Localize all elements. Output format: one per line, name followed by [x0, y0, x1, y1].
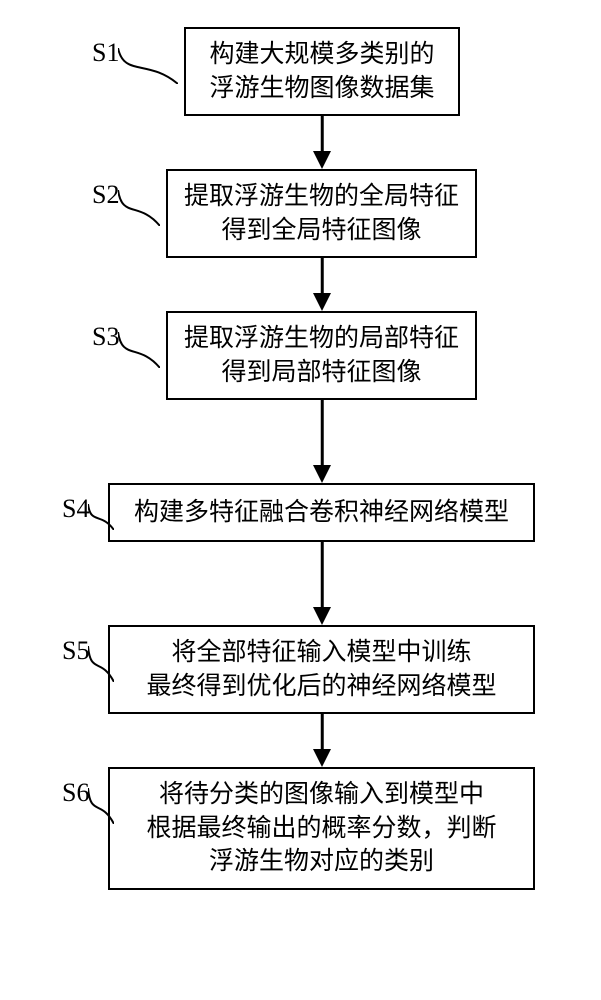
step-label-s1: S1	[92, 38, 119, 68]
flow-node-text: 构建大规模多类别的 浮游生物图像数据集	[209, 38, 434, 106]
step-label-s3: S3	[92, 322, 119, 352]
flow-arrow	[321, 714, 323, 767]
flow-node-s2: 提取浮游生物的全局特征 得到全局特征图像	[166, 169, 477, 258]
flow-arrow	[321, 542, 323, 625]
flow-arrow	[321, 258, 323, 311]
flow-node-s3: 提取浮游生物的局部特征 得到局部特征图像	[166, 311, 477, 400]
flowchart-canvas: 构建大规模多类别的 浮游生物图像数据集 S1 提取浮游生物的全局特征 得到全局特征图…	[0, 0, 601, 1000]
arrow-line	[321, 714, 324, 751]
step-label-s2: S2	[92, 180, 119, 210]
flow-arrow	[321, 400, 323, 483]
label-connector-curve	[118, 48, 178, 84]
arrow-line	[321, 258, 324, 295]
arrow-head-icon	[313, 607, 331, 625]
label-connector-curve	[88, 504, 114, 530]
flow-node-s4: 构建多特征融合卷积神经网络模型	[108, 483, 535, 542]
label-connector-curve	[118, 332, 160, 368]
flow-node-text: 构建多特征融合卷积神经网络模型	[134, 496, 509, 530]
arrow-head-icon	[313, 293, 331, 311]
arrow-line	[321, 542, 324, 609]
label-connector-curve	[88, 646, 114, 682]
flow-arrow	[321, 116, 323, 169]
flow-node-s5: 将全部特征输入模型中训练 最终得到优化后的神经网络模型	[108, 625, 535, 714]
flow-node-s1: 构建大规模多类别的 浮游生物图像数据集	[184, 27, 460, 116]
step-label-s6: S6	[62, 778, 89, 808]
step-label-s4: S4	[62, 494, 89, 524]
flow-node-text: 提取浮游生物的局部特征 得到局部特征图像	[184, 322, 459, 390]
label-connector-curve	[88, 788, 114, 824]
arrow-head-icon	[313, 465, 331, 483]
arrow-line	[321, 116, 324, 153]
arrow-head-icon	[313, 749, 331, 767]
step-label-s5: S5	[62, 636, 89, 666]
flow-node-text: 将全部特征输入模型中训练 最终得到优化后的神经网络模型	[146, 636, 496, 704]
flow-node-s6: 将待分类的图像输入到模型中 根据最终输出的概率分数，判断 浮游生物对应的类别	[108, 767, 535, 890]
arrow-line	[321, 400, 324, 467]
arrow-head-icon	[313, 151, 331, 169]
flow-node-text: 提取浮游生物的全局特征 得到全局特征图像	[184, 180, 459, 248]
label-connector-curve	[118, 190, 160, 226]
flow-node-text: 将待分类的图像输入到模型中 根据最终输出的概率分数，判断 浮游生物对应的类别	[146, 778, 496, 879]
